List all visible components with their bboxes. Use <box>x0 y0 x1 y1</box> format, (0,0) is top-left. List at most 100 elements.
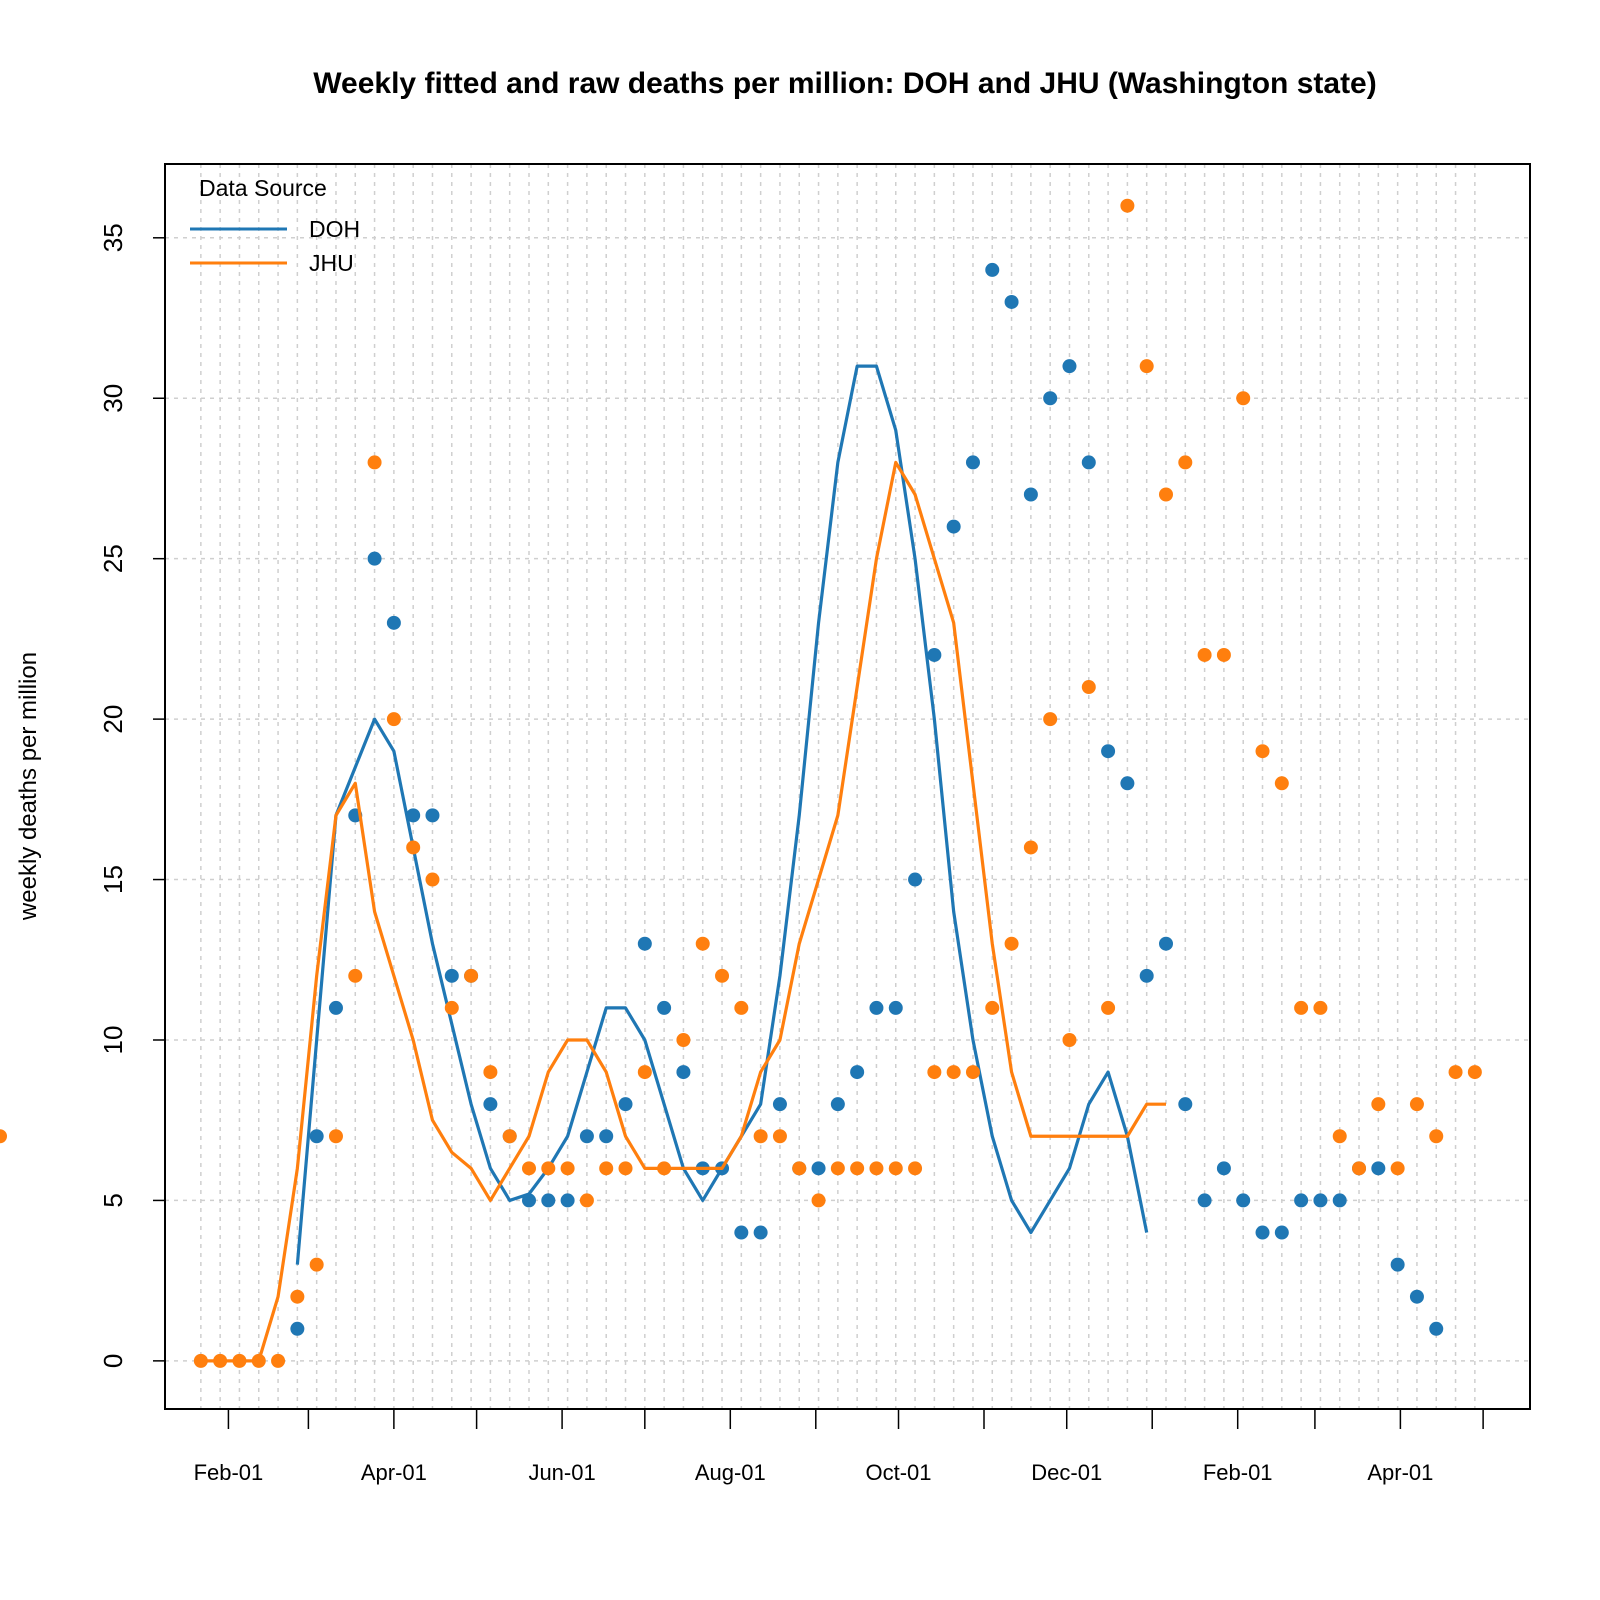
x-tick-label: Apr-01 <box>361 1460 427 1485</box>
data-point-jhu <box>1236 391 1251 406</box>
data-point-doh <box>1178 1097 1193 1112</box>
data-point-doh <box>946 519 961 534</box>
data-point-jhu <box>927 1065 942 1080</box>
data-point-doh <box>830 1097 845 1112</box>
data-point-jhu <box>1255 744 1270 759</box>
data-point-jhu <box>1043 712 1058 727</box>
data-point-jhu <box>888 1161 903 1176</box>
x-tick-label: Feb-01 <box>194 1460 264 1485</box>
y-axis-label: weekly deaths per million <box>15 652 42 921</box>
data-point-doh <box>1274 1225 1289 1240</box>
data-point-jhu <box>637 1065 652 1080</box>
data-point-jhu <box>309 1257 324 1272</box>
data-point-jhu <box>1467 1065 1482 1080</box>
y-tick-label: 35 <box>98 223 128 252</box>
data-point-doh <box>1332 1193 1347 1208</box>
data-point-jhu <box>232 1353 247 1368</box>
data-point-doh <box>541 1193 556 1208</box>
data-point-jhu <box>386 712 401 727</box>
series-line-jhu <box>200 460 1166 1363</box>
data-point-doh <box>1023 487 1038 502</box>
grid <box>165 164 1530 1409</box>
data-point-jhu <box>271 1353 286 1368</box>
y-tick-label: 20 <box>98 705 128 734</box>
data-point-doh <box>850 1065 865 1080</box>
data-point-jhu <box>1004 936 1019 951</box>
data-point-jhu <box>1197 647 1212 662</box>
data-point-jhu <box>464 968 479 983</box>
data-point-doh <box>1255 1225 1270 1240</box>
data-point-doh <box>425 808 440 823</box>
data-point-jhu <box>1062 1032 1077 1047</box>
data-point-doh <box>1004 294 1019 309</box>
x-tick-label: Dec-01 <box>1031 1460 1102 1485</box>
data-point-jhu <box>908 1161 923 1176</box>
legend-label-jhu: JHU <box>309 250 354 276</box>
data-point-jhu <box>1023 840 1038 855</box>
data-point-doh <box>1139 968 1154 983</box>
data-point-doh <box>1197 1193 1212 1208</box>
data-point-jhu <box>1352 1161 1367 1176</box>
data-point-doh <box>1159 936 1173 951</box>
x-tick-label: Feb-01 <box>1203 1460 1273 1485</box>
data-point-jhu <box>1448 1065 1463 1080</box>
series-layer <box>0 198 1482 1368</box>
data-point-jhu <box>579 1193 594 1208</box>
data-point-jhu <box>193 1353 208 1368</box>
data-point-jhu <box>348 968 363 983</box>
data-point-jhu <box>965 1065 980 1080</box>
data-point-doh <box>328 1000 343 1015</box>
data-point-jhu <box>1429 1129 1444 1144</box>
data-point-jhu <box>657 1161 672 1176</box>
data-point-jhu <box>753 1129 768 1144</box>
data-point-jhu <box>1390 1161 1405 1176</box>
data-point-jhu <box>425 872 440 887</box>
data-point-doh <box>908 872 923 887</box>
data-point-doh <box>1120 776 1135 791</box>
data-point-jhu <box>715 968 730 983</box>
data-point-doh <box>618 1097 633 1112</box>
data-point-jhu <box>1081 680 1096 695</box>
data-point-jhu <box>792 1161 807 1176</box>
data-point-doh <box>1216 1161 1231 1176</box>
data-point-doh <box>1081 455 1096 470</box>
data-point-jhu <box>0 1129 7 1144</box>
data-point-doh <box>579 1129 594 1144</box>
data-point-doh <box>1313 1193 1328 1208</box>
data-point-jhu <box>251 1353 266 1368</box>
data-point-jhu <box>1332 1129 1347 1144</box>
data-point-jhu <box>406 840 421 855</box>
data-point-doh <box>1062 359 1077 374</box>
data-point-jhu <box>290 1289 305 1304</box>
data-point-doh <box>1371 1161 1386 1176</box>
y-tick-label: 25 <box>98 544 128 573</box>
data-point-jhu <box>734 1000 749 1015</box>
data-point-jhu <box>946 1065 961 1080</box>
data-point-jhu <box>676 1032 691 1047</box>
x-tick-label: Jun-01 <box>528 1460 595 1485</box>
x-tick-label: Apr-01 <box>1367 1460 1433 1485</box>
data-point-doh <box>869 1000 884 1015</box>
data-point-doh <box>985 262 1000 277</box>
data-point-doh <box>637 936 652 951</box>
data-point-jhu <box>444 1000 459 1015</box>
data-point-jhu <box>328 1129 343 1144</box>
data-point-jhu <box>599 1161 614 1176</box>
data-point-jhu <box>1371 1097 1386 1112</box>
data-point-doh <box>888 1000 903 1015</box>
data-point-jhu <box>985 1000 1000 1015</box>
data-point-doh <box>734 1225 749 1240</box>
data-point-doh <box>1043 391 1058 406</box>
data-point-doh <box>1409 1289 1424 1304</box>
x-tick-label: Aug-01 <box>695 1460 766 1485</box>
data-point-jhu <box>1159 487 1173 502</box>
data-point-jhu <box>869 1161 884 1176</box>
y-tick-label: 5 <box>98 1193 128 1207</box>
data-point-doh <box>367 551 382 566</box>
y-tick-label: 15 <box>98 865 128 894</box>
legend-label-doh: DOH <box>309 216 360 242</box>
data-point-jhu <box>483 1065 498 1080</box>
x-axis: Feb-01 Apr-01 Jun-01 Aug-01 Oct-01 Dec-01 Feb-… <box>194 1409 1484 1485</box>
data-point-jhu <box>1274 776 1289 791</box>
